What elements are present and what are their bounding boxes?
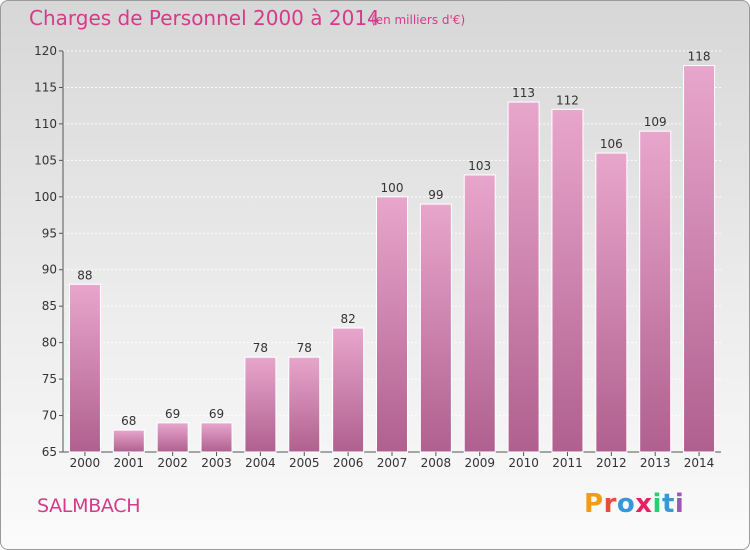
x-tick-label: 2000: [70, 456, 101, 470]
bar: [288, 356, 321, 453]
y-tick-label: 115: [34, 80, 57, 94]
proxiti-logo: Proxiti: [584, 489, 684, 519]
y-tick-label: 85: [42, 299, 57, 313]
x-tick-label: 2009: [464, 456, 495, 470]
y-tick-label: 65: [42, 445, 57, 459]
bar: [156, 422, 189, 453]
data-label: 82: [340, 312, 355, 326]
bar: [551, 108, 584, 453]
x-tick-label: 2011: [552, 456, 583, 470]
data-label: 112: [556, 93, 579, 107]
data-label: 68: [121, 414, 136, 428]
bar: [244, 356, 277, 453]
x-tick-label: 2002: [157, 456, 188, 470]
bar: [68, 283, 101, 453]
bar: [683, 65, 716, 453]
logo-letter: P: [584, 489, 604, 519]
chart-title: Charges de Personnel 2000 à 2014: [29, 6, 380, 30]
bar: [200, 422, 233, 453]
bar: [595, 152, 628, 453]
data-label: 78: [297, 341, 312, 355]
data-label: 109: [644, 115, 667, 129]
y-tick-label: 90: [42, 263, 57, 277]
bar: [112, 429, 145, 453]
x-tick-label: 2008: [421, 456, 452, 470]
y-tick-label: 105: [34, 153, 57, 167]
logo-letter: i: [652, 489, 662, 519]
x-tick-label: 2004: [245, 456, 276, 470]
bar: [507, 101, 540, 453]
data-label: 78: [253, 341, 268, 355]
logo-letter: o: [616, 489, 636, 519]
data-label: 106: [600, 137, 623, 151]
data-label: 103: [468, 159, 491, 173]
data-label: 88: [77, 268, 92, 282]
bar: [419, 203, 452, 453]
logo-letter: r: [603, 489, 617, 519]
x-tick-label: 2014: [684, 456, 715, 470]
data-label: 99: [428, 188, 443, 202]
x-tick-label: 2012: [596, 456, 627, 470]
bar: [463, 174, 496, 453]
x-tick-label: 2013: [640, 456, 671, 470]
x-tick-label: 2007: [377, 456, 408, 470]
data-label: 118: [688, 50, 711, 64]
y-tick-label: 110: [34, 117, 57, 131]
bar: [639, 130, 672, 453]
x-tick-label: 2010: [508, 456, 539, 470]
commune-name: SALMBACH: [37, 495, 141, 517]
x-tick-label: 2006: [333, 456, 364, 470]
chart-subtitle: (en milliers d'€): [371, 13, 466, 27]
data-label: 100: [381, 181, 404, 195]
y-tick-label: 70: [42, 409, 57, 423]
data-label: 69: [209, 407, 224, 421]
logo-letter: t: [661, 489, 675, 519]
x-tick-label: 2003: [201, 456, 232, 470]
bar: [332, 327, 365, 453]
y-tick-label: 95: [42, 226, 57, 240]
y-tick-label: 80: [42, 336, 57, 350]
logo-letter: x: [635, 489, 653, 519]
y-tick-label: 100: [34, 190, 57, 204]
x-tick-label: 2001: [114, 456, 145, 470]
data-label: 69: [165, 407, 180, 421]
x-tick-label: 2005: [289, 456, 320, 470]
logo-letter: i: [674, 489, 685, 519]
data-label: 113: [512, 86, 535, 100]
y-tick-label: 75: [42, 372, 57, 386]
bar: [376, 196, 408, 453]
y-tick-label: 120: [34, 44, 57, 58]
